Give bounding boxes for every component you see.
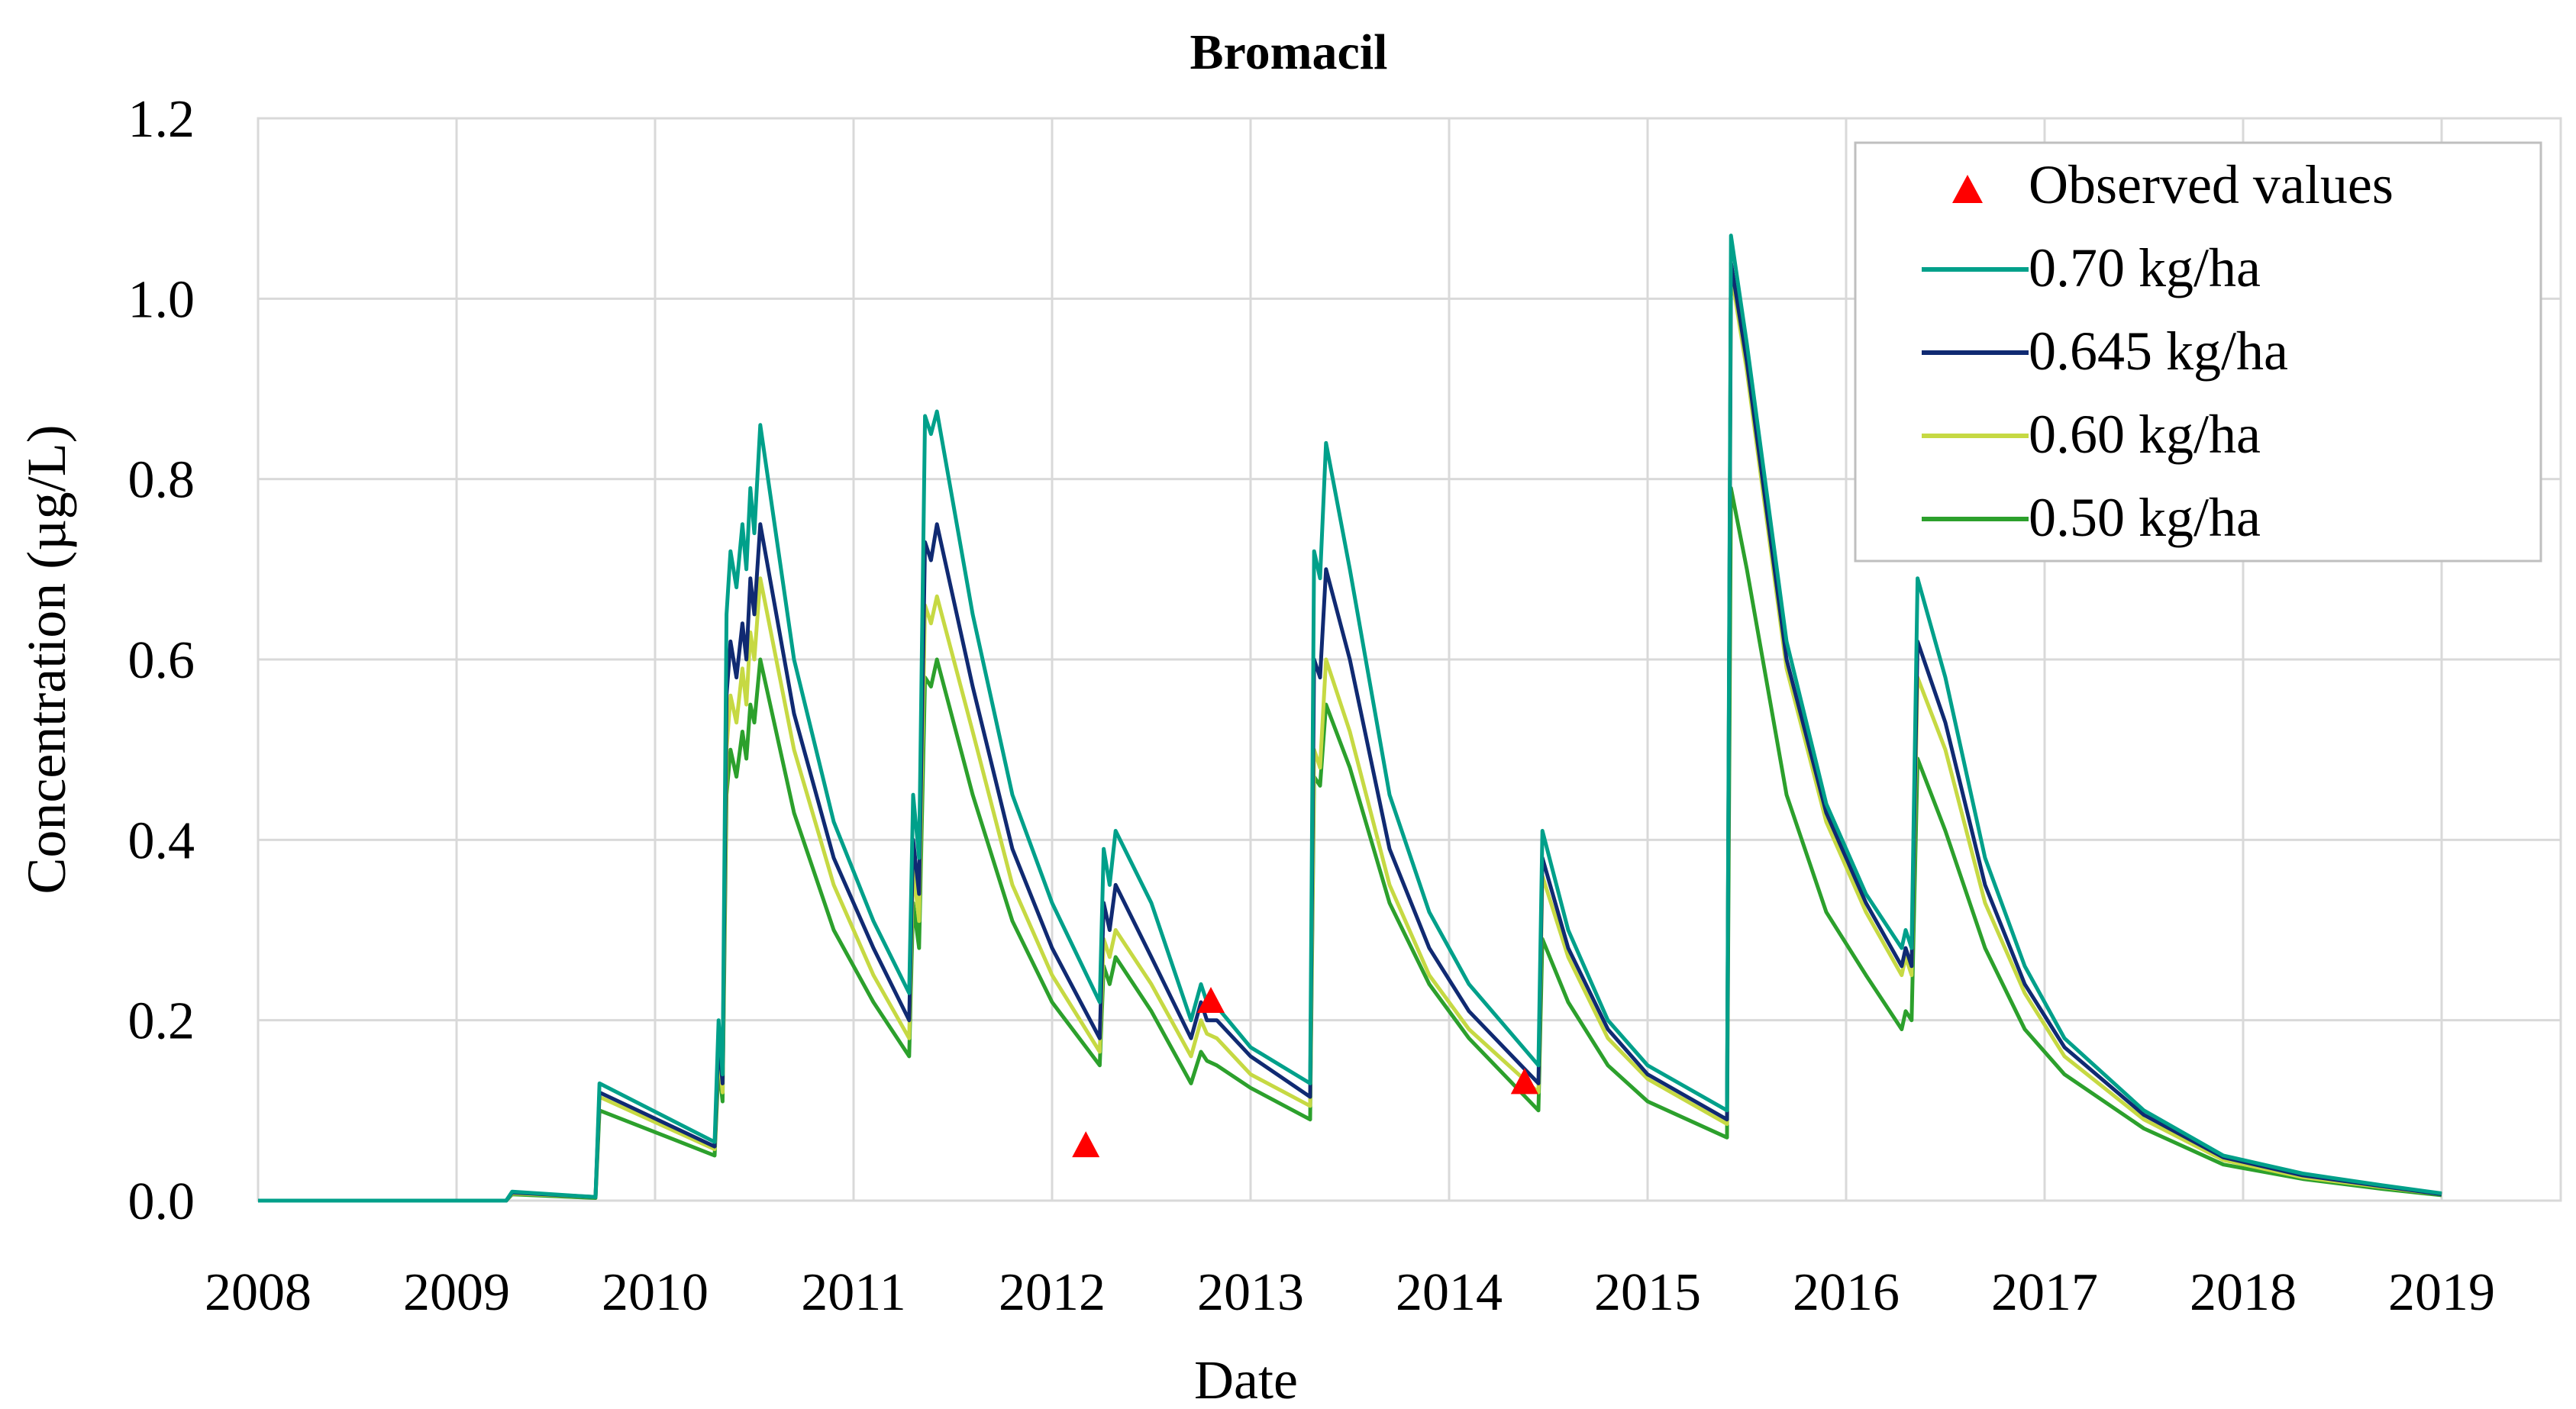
x-tick-label: 2011 [801,1263,905,1322]
legend-series-2-label: 0.60 kg/ha [2029,404,2261,465]
legend-series-1-label: 0.645 kg/ha [2029,321,2288,382]
y-tick-label: 0.0 [128,1172,195,1231]
legend: Observed values 0.70 kg/ha 0.645 kg/ha 0… [1854,141,2542,563]
y-tick-label: 1.0 [128,270,195,329]
series-line-2 [258,269,2442,1203]
legend-series-3-label: 0.50 kg/ha [2029,487,2261,548]
y-tick-label: 0.2 [128,992,195,1051]
series-line-0 [258,234,2442,1203]
y-tick-label: 0.6 [128,631,195,690]
x-tick-label: 2019 [2388,1263,2495,1322]
x-tick-label: 2013 [1197,1263,1304,1322]
x-tick-label: 2015 [1594,1263,1701,1322]
observed-point-2 [1510,1068,1538,1095]
y-axis-tick-labels: 0.0 0.2 0.4 0.6 0.8 1.0 1.2 [128,90,195,1231]
observed-markers [1072,987,1538,1158]
x-tick-label: 2008 [205,1263,312,1322]
legend-series-0-label: 0.70 kg/ha [2029,237,2261,298]
x-tick-label: 2012 [999,1263,1106,1322]
gridlines [257,117,2561,1202]
plot-area-frame [257,117,2562,1202]
legend-observed-marker [1952,175,1983,203]
y-axis-label: Concentration (µg/L) [16,424,77,894]
y-tick-label: 1.2 [128,90,195,149]
x-tick-label: 2017 [1991,1263,2098,1322]
x-axis-tick-labels: 2008 2009 2010 2011 2012 2013 2014 2015 2016 2017… [205,1263,2495,1322]
x-tick-label: 2009 [403,1263,510,1322]
chart-title: Bromacil [1190,24,1387,80]
x-tick-label: 2014 [1396,1263,1503,1322]
x-tick-label: 2010 [602,1263,709,1322]
x-tick-label: 2016 [1793,1263,1900,1322]
y-tick-label: 0.4 [128,811,195,870]
series-line-3 [258,486,2442,1203]
x-axis-label: Date [1194,1349,1298,1409]
observed-point-1 [1197,987,1225,1014]
legend-observed-label: Observed values [2029,154,2394,215]
observed-point-0 [1072,1131,1100,1158]
y-tick-label: 0.8 [128,451,195,510]
x-tick-label: 2018 [2190,1263,2297,1322]
